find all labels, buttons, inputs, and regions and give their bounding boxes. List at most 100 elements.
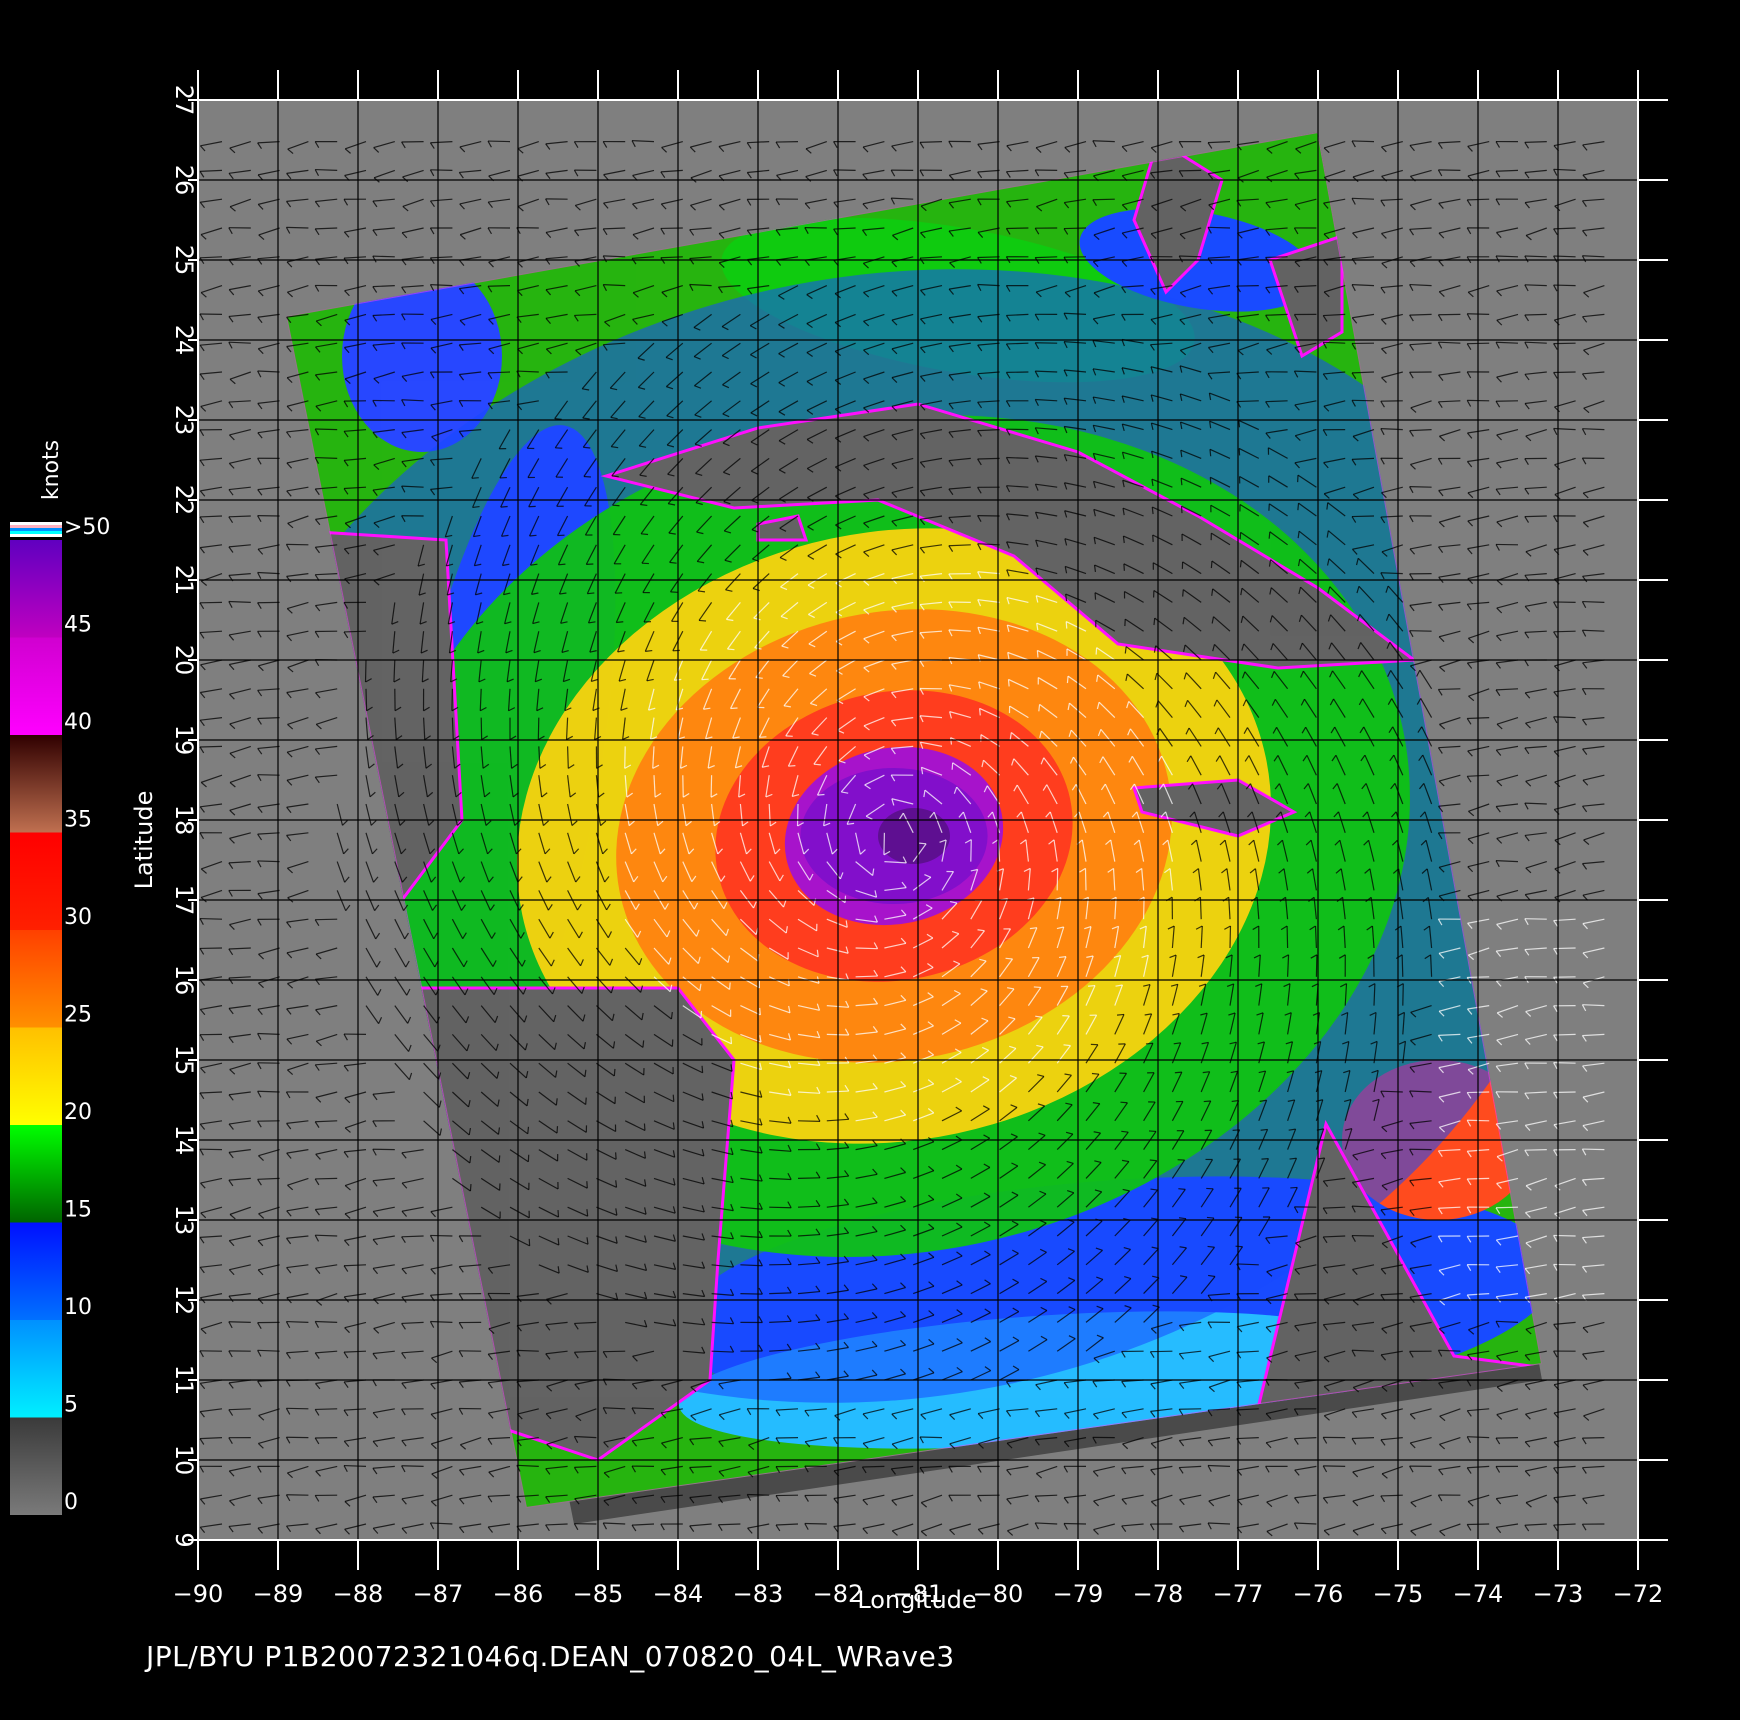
- wind-barb: [1351, 1234, 1375, 1242]
- wind-barb: [451, 918, 467, 939]
- colorbar-band: [10, 540, 62, 638]
- wind-barb: [199, 1523, 223, 1534]
- wind-barb: [769, 1005, 791, 1014]
- colorbar-label: >50: [64, 515, 110, 540]
- wind-barb: [661, 313, 683, 327]
- colorbar-label: 10: [64, 1295, 92, 1320]
- wind-barb: [545, 198, 568, 206]
- wind-barb: [775, 1523, 799, 1532]
- wind-barb: [1524, 1350, 1547, 1361]
- wind-barb: [1524, 601, 1547, 613]
- wind-barb: [429, 371, 453, 379]
- wind-barb: [682, 832, 695, 855]
- wind-barb: [1309, 925, 1317, 949]
- wind-barb: [1360, 754, 1375, 776]
- wind-barb: [343, 630, 367, 639]
- wind-barb: [229, 774, 251, 788]
- wind-barb: [855, 1168, 878, 1179]
- wind-barb: [1495, 198, 1519, 206]
- wind-barb: [1085, 1131, 1101, 1150]
- wind-barb: [1381, 486, 1403, 499]
- wind-barb: [1525, 429, 1547, 442]
- wind-barb: [977, 342, 1000, 352]
- wind-barb: [373, 515, 395, 528]
- wind-barb: [1582, 1091, 1605, 1103]
- wind-barb: [912, 1108, 935, 1122]
- wind-barb: [1524, 688, 1547, 699]
- wind-barb: [1113, 955, 1122, 977]
- wind-barb: [1351, 399, 1375, 407]
- wind-barb: [1439, 1293, 1461, 1306]
- wind-barb: [228, 889, 251, 897]
- wind-barb: [1326, 502, 1346, 517]
- wind-barb: [1524, 400, 1547, 410]
- wind-barb: [615, 602, 626, 624]
- wind-barb: [919, 371, 943, 382]
- wind-barb: [863, 429, 885, 442]
- wind-barb: [977, 457, 1000, 466]
- wind-barb: [1439, 429, 1461, 442]
- wind-barb: [1380, 285, 1403, 294]
- wind-barb: [431, 429, 453, 442]
- wind-barb: [1299, 642, 1317, 661]
- wind-barb: [1351, 1177, 1375, 1189]
- wind-barb: [200, 774, 223, 788]
- wind-barb: [846, 803, 857, 825]
- wind-barb: [941, 989, 961, 1007]
- wind-barb: [1381, 1120, 1403, 1133]
- wind-barb: [701, 659, 713, 681]
- wind-barb: [624, 746, 632, 769]
- wind-barb: [1418, 754, 1433, 776]
- wind-barb: [739, 832, 752, 855]
- wind-barb: [769, 1315, 792, 1323]
- wind-barb: [740, 976, 760, 989]
- wind-barb: [596, 1292, 619, 1301]
- wind-barb: [562, 659, 571, 683]
- wind-barb: [863, 313, 885, 327]
- wind-barb: [1420, 839, 1433, 862]
- wind-barb: [228, 1235, 251, 1247]
- wind-barb: [394, 1034, 412, 1052]
- wind-barb: [999, 1104, 1018, 1122]
- wind-barb: [711, 861, 726, 882]
- wind-barb: [689, 1523, 712, 1532]
- wind-barb: [1409, 256, 1432, 268]
- wind-barb: [653, 1149, 676, 1158]
- wind-barb: [344, 285, 367, 297]
- wind-barb: [797, 861, 814, 881]
- wind-barb: [1351, 515, 1375, 523]
- wind-barb: [919, 1436, 943, 1444]
- wind-barb: [919, 457, 943, 468]
- wind-barb: [603, 1465, 626, 1479]
- wind-barb: [344, 313, 367, 326]
- wind-barb: [1006, 541, 1029, 549]
- wind-barb: [1246, 811, 1260, 833]
- wind-barb: [509, 1005, 528, 1023]
- wind-barb: [884, 909, 907, 920]
- wind-barb: [1525, 544, 1547, 557]
- wind-barb: [372, 1465, 395, 1475]
- wind-barb: [769, 1229, 792, 1237]
- wind-barb: [480, 832, 493, 855]
- wind-barb: [314, 1408, 338, 1416]
- wind-barb: [1034, 1494, 1058, 1503]
- wind-barb: [1210, 532, 1231, 546]
- wind-barb: [199, 313, 223, 321]
- wind-barb: [1085, 1189, 1103, 1208]
- wind-barb: [1256, 1012, 1264, 1035]
- wind-barb: [1141, 954, 1149, 977]
- wind-barb: [970, 1163, 991, 1179]
- wind-barb: [948, 371, 971, 381]
- wind-barb: [653, 832, 666, 855]
- wind-barb: [315, 400, 338, 412]
- wind-barb: [1286, 1070, 1295, 1093]
- wind-barb: [1351, 140, 1375, 148]
- wind-barb: [1351, 371, 1375, 380]
- wind-barb: [1582, 1062, 1605, 1072]
- wind-barb: [423, 775, 434, 798]
- wind-barb: [1496, 1149, 1519, 1162]
- wind-barb: [199, 1465, 223, 1473]
- wind-barb: [1063, 227, 1087, 235]
- wind-barb: [574, 227, 597, 237]
